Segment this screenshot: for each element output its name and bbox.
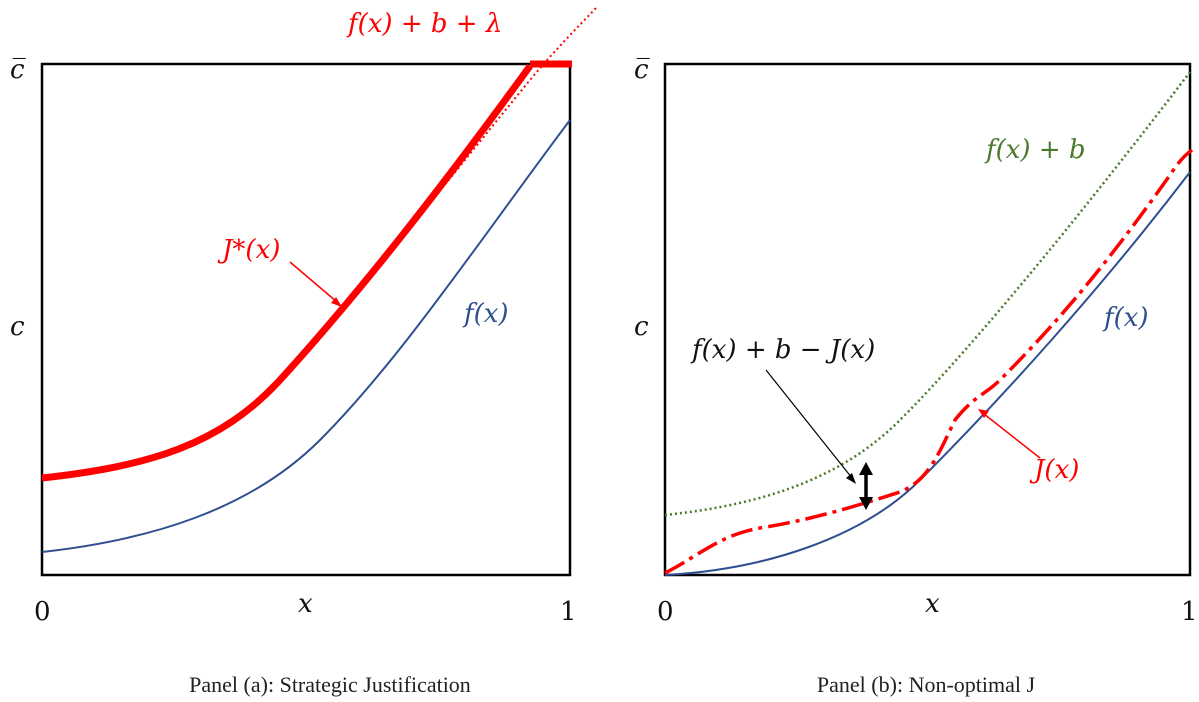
panel-a-jstar-label: J*(x) [217,235,280,265]
panel-b-x-max: 1 [1181,597,1198,627]
panel-a-y-mid-label: c [10,312,25,342]
panel-b-gap-label: f(x) + b − J(x) [690,335,875,365]
panel-a-fblambda-dotted [42,8,596,478]
panel-a-y-top-label: c̅ [10,55,26,85]
panel-a-x-min: 0 [34,597,51,627]
panel-a-fblambda-label: f(x) + b + λ [346,9,502,39]
panel-a-jstar-curve [42,66,530,478]
panel-a-f-curve [42,120,570,552]
panel-a-x-max: 1 [560,597,577,627]
panel-a-caption: Panel (a): Strategic Justification [189,672,471,697]
panel-b-gap-arrow-head-up [859,462,873,475]
panel-b-gap-pointer-head [846,473,856,484]
panel-b-x-min: 0 [657,597,674,627]
panel-b-j-label: J(x) [1029,455,1079,485]
panel-b-gap-pointer-line [766,370,852,478]
panel-b-y-top-label: c̅ [634,55,650,85]
panel-b-fb-label: f(x) + b [984,135,1086,165]
panel-b: c̅ c x 0 1 f(x) + b f(x) + b − J(x) J(x)… [634,55,1198,697]
panel-a-jstar-arrow-line [290,262,337,302]
panel-b-fb-curve [665,72,1190,515]
panel-b-f-label: f(x) [1102,303,1149,333]
panel-b-caption: Panel (b): Non-optimal J [817,672,1036,697]
panel-b-f-curve [665,172,1190,575]
panel-a-x-label: x [298,589,313,619]
panel-a: c̅ c x 0 1 f(x) + b + λ J*(x) f(x) Panel… [10,8,596,697]
panel-a-f-label: f(x) [462,299,509,329]
panel-b-y-mid-label: c [634,312,649,342]
panel-b-x-label: x [925,589,940,619]
panel-b-j-pointer-line [984,414,1040,458]
